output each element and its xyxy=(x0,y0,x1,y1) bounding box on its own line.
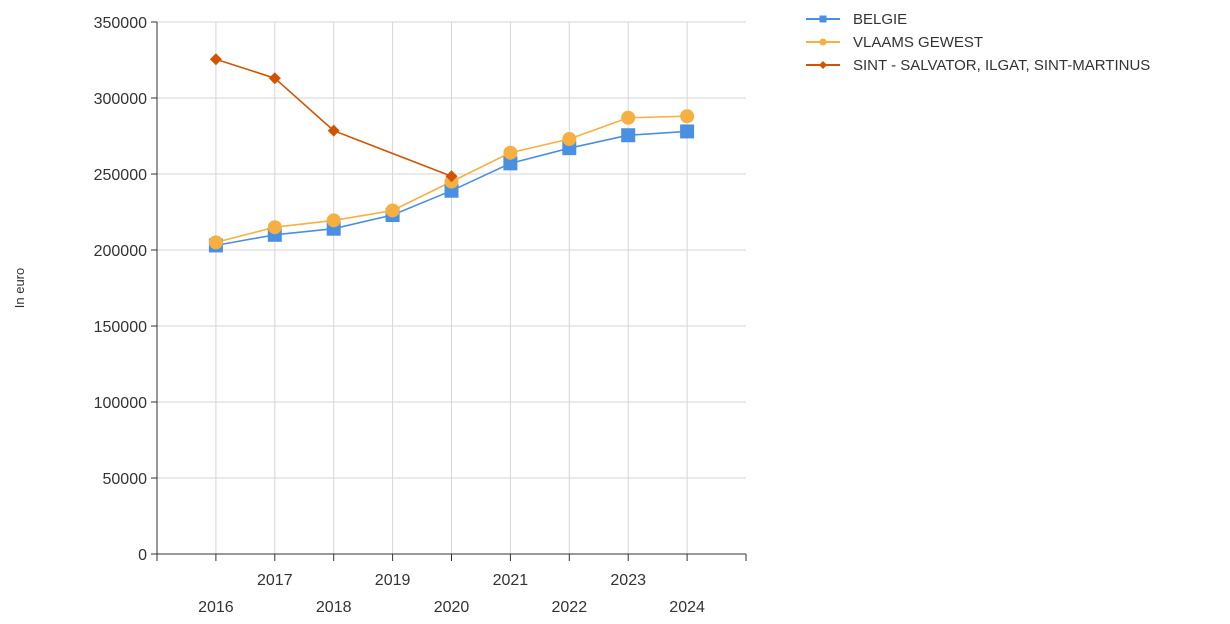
legend-label: SINT - SALVATOR, ILGAT, SINT-MARTINUS xyxy=(853,57,1150,74)
legend-item-1[interactable]: VLAAMS GEWEST xyxy=(806,34,983,51)
y-tick-label: 350000 xyxy=(94,15,147,32)
legend-marker xyxy=(819,38,827,46)
y-tick-label: 50000 xyxy=(103,471,148,488)
data-point-0 xyxy=(503,156,518,171)
data-point-1 xyxy=(326,213,341,228)
legend-item-2[interactable]: SINT - SALVATOR, ILGAT, SINT-MARTINUS xyxy=(806,57,1150,74)
data-point-1 xyxy=(621,110,636,125)
legend-label: BELGIE xyxy=(853,11,907,28)
x-tick-label: 2018 xyxy=(316,599,352,616)
data-point-2 xyxy=(445,170,458,183)
data-point-0 xyxy=(680,124,695,139)
data-point-2 xyxy=(268,72,281,85)
y-tick-label: 100000 xyxy=(94,395,147,412)
x-tick-label: 2022 xyxy=(552,599,588,616)
x-tick-label: 2020 xyxy=(434,599,470,616)
y-axis-label: In euro xyxy=(12,268,27,308)
legend[interactable]: BELGIE VLAAMS GEWEST SINT - SALVATOR, ILGA… xyxy=(806,11,1150,74)
y-tick-label: 250000 xyxy=(94,167,147,184)
legend-label: VLAAMS GEWEST xyxy=(853,34,983,51)
data-point-1 xyxy=(208,235,223,250)
data-point-1 xyxy=(267,220,282,235)
tick-labels: 0 50000 100000 150000 200000 250000 300000 3500… xyxy=(94,15,705,616)
x-tick-label: 2017 xyxy=(257,572,293,589)
data-point-1 xyxy=(503,145,518,160)
y-tick-label: 200000 xyxy=(94,243,147,260)
data-point-1 xyxy=(680,109,695,124)
gridlines xyxy=(157,21,746,554)
y-tick-label: 300000 xyxy=(94,91,147,108)
data-point-1 xyxy=(562,132,577,147)
y-tick-label: 0 xyxy=(138,547,147,564)
x-tick-label: 2016 xyxy=(198,599,234,616)
data-point-2 xyxy=(209,53,222,66)
x-tick-label: 2024 xyxy=(669,599,705,616)
data-point-2 xyxy=(327,124,340,137)
x-tick-label: 2019 xyxy=(375,572,411,589)
x-tick-label: 2023 xyxy=(610,572,646,589)
x-tick-label: 2021 xyxy=(493,572,529,589)
legend-marker xyxy=(819,15,827,23)
series-line-2 xyxy=(215,58,452,178)
legend-marker xyxy=(819,61,827,69)
data-point-0 xyxy=(621,128,636,143)
data-point-1 xyxy=(385,203,400,218)
series-markers xyxy=(208,53,695,253)
legend-item-0[interactable]: BELGIE xyxy=(806,11,907,28)
axes xyxy=(151,21,747,561)
y-tick-label: 150000 xyxy=(94,319,147,336)
